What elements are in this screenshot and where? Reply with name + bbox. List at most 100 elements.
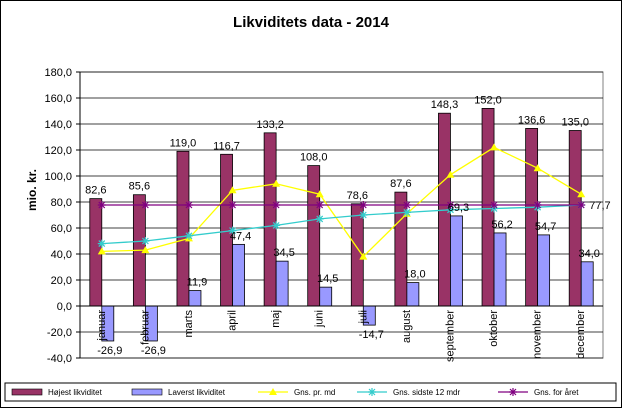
- line-end-label: 77,7: [589, 200, 610, 212]
- line-point-avg-month: [533, 164, 542, 172]
- data-label-highest: 82,6: [85, 185, 106, 197]
- bar-lowest: [319, 286, 333, 307]
- data-label-highest: 87,6: [390, 178, 411, 190]
- line-point-avg-year: [97, 200, 106, 209]
- line-point-avg-12m: [402, 208, 411, 217]
- data-label-lowest: 14,5: [317, 273, 338, 285]
- line-point-avg-12m: [141, 237, 150, 245]
- legend-swatch: [131, 388, 163, 396]
- data-label-lowest: 11,9: [187, 277, 208, 289]
- bar-highest: [394, 191, 408, 307]
- line-point-avg-12m: [359, 211, 368, 219]
- line-point-avg-12m: [315, 214, 324, 223]
- legend-swatch: [11, 388, 43, 396]
- line-point-avg-year: [359, 200, 368, 209]
- y-tick-label: 20,0: [51, 275, 72, 287]
- y-tick-label: -40,0: [47, 353, 72, 365]
- x-tick-label: november: [532, 310, 544, 359]
- bar-highest: [263, 132, 277, 307]
- x-tick-label: juli: [357, 310, 369, 324]
- data-label-highest: 136,6: [518, 114, 546, 126]
- data-label-lowest: 54,7: [535, 221, 556, 233]
- data-label-highest: 119,0: [170, 137, 197, 149]
- data-label-lowest: 56,2: [491, 219, 512, 231]
- legend-label: Gns. pr. md: [294, 388, 335, 397]
- y-tick-label: 160,0: [44, 93, 72, 105]
- bar-highest: [568, 130, 582, 307]
- line-point-avg-month: [141, 246, 150, 254]
- data-label-highest: 116,7: [213, 140, 240, 152]
- bar-lowest: [537, 234, 551, 307]
- data-label-lowest: -14,7: [359, 329, 384, 341]
- x-tick-label: april: [227, 310, 239, 331]
- data-label-highest: 85,6: [129, 181, 150, 193]
- data-label-lowest: 69,3: [448, 202, 469, 214]
- bar-lowest: [493, 232, 507, 307]
- data-label-lowest: 18,0: [404, 269, 425, 281]
- x-tick-label: oktober: [488, 310, 500, 347]
- series-line-2: [101, 204, 582, 245]
- line-point-avg-12m: [184, 231, 193, 240]
- data-label-lowest: 47,4: [230, 230, 251, 242]
- y-tick-label: 180,0: [44, 67, 72, 79]
- bar-layer: [89, 108, 594, 342]
- line-point-avg-month: [577, 190, 586, 198]
- bar-lowest: [188, 290, 202, 307]
- line-point-avg-month: [446, 170, 455, 178]
- bar-highest: [525, 128, 539, 307]
- bar-lowest: [580, 261, 594, 307]
- data-label-highest: 78,6: [347, 190, 368, 202]
- line-layer: [97, 143, 586, 260]
- chart-title: Likviditets data - 2014: [233, 14, 389, 31]
- line-point-avg-year: [577, 200, 586, 209]
- label-layer: 82,6 85,6 119,0 116,7 133,2 108,0 78,6 87,6 148,…: [85, 94, 611, 357]
- line-point-avg-month: [272, 179, 281, 187]
- line-point-avg-year: [272, 200, 281, 209]
- y-axis-label: mio. kr.: [25, 169, 39, 211]
- y-tick-label: 80,0: [51, 197, 72, 209]
- line-point-avg-12m: [272, 221, 281, 230]
- legend-marker: [509, 388, 517, 396]
- data-label-highest: 135,0: [561, 117, 589, 129]
- legend-label: Gns. sidste 12 mdr: [393, 388, 460, 397]
- data-label-highest: 133,2: [256, 119, 284, 131]
- y-tick-label: 0,0: [57, 301, 72, 313]
- y-tick-label: 60,0: [51, 223, 72, 235]
- bar-lowest: [275, 260, 289, 307]
- line-point-avg-year: [141, 200, 150, 209]
- line-point-avg-month: [490, 143, 499, 151]
- legend-label: Laverst likviditet: [168, 388, 226, 397]
- line-point-avg-year: [490, 200, 499, 209]
- series-line-1: [101, 146, 582, 258]
- data-label-lowest: 34,5: [273, 247, 294, 259]
- line-point-avg-month: [228, 186, 237, 194]
- legend: Højest likviditet Laverst likviditet Gns. …: [4, 382, 617, 402]
- line-point-avg-year: [228, 200, 237, 209]
- data-label-lowest: -26,9: [141, 345, 166, 357]
- data-label-highest: 152,0: [474, 94, 502, 106]
- x-tick-label: august: [401, 310, 413, 343]
- line-point-avg-12m: [446, 205, 455, 214]
- line-point-avg-12m: [228, 226, 237, 235]
- line-point-avg-month: [97, 247, 106, 255]
- x-tick-label: juni: [314, 310, 326, 328]
- data-label-lowest: -26,9: [97, 345, 122, 357]
- y-tick-label: 140,0: [44, 119, 72, 131]
- y-tick-label: 40,0: [51, 249, 72, 261]
- plot-area: [79, 71, 604, 359]
- data-label-highest: 108,0: [300, 152, 328, 164]
- x-tick-label: marts: [183, 310, 195, 338]
- x-tick-label: december: [575, 310, 587, 359]
- axis-layer: -40,0 -20,0 0,0 20,0 40,0 60,0 80,0 100,0 120,0 1…: [44, 67, 603, 365]
- line-point-avg-month: [359, 252, 368, 260]
- legend-marker: [368, 388, 376, 396]
- y-tick-label: 120,0: [44, 145, 72, 157]
- line-point-avg-year: [184, 200, 193, 209]
- bar-lowest: [406, 282, 420, 307]
- x-tick-label: januar: [96, 310, 108, 342]
- line-point-avg-year: [315, 200, 324, 209]
- data-label-lowest: 34,0: [578, 248, 599, 260]
- legend-label: Gns. for året: [534, 388, 579, 397]
- line-point-avg-12m: [97, 239, 106, 248]
